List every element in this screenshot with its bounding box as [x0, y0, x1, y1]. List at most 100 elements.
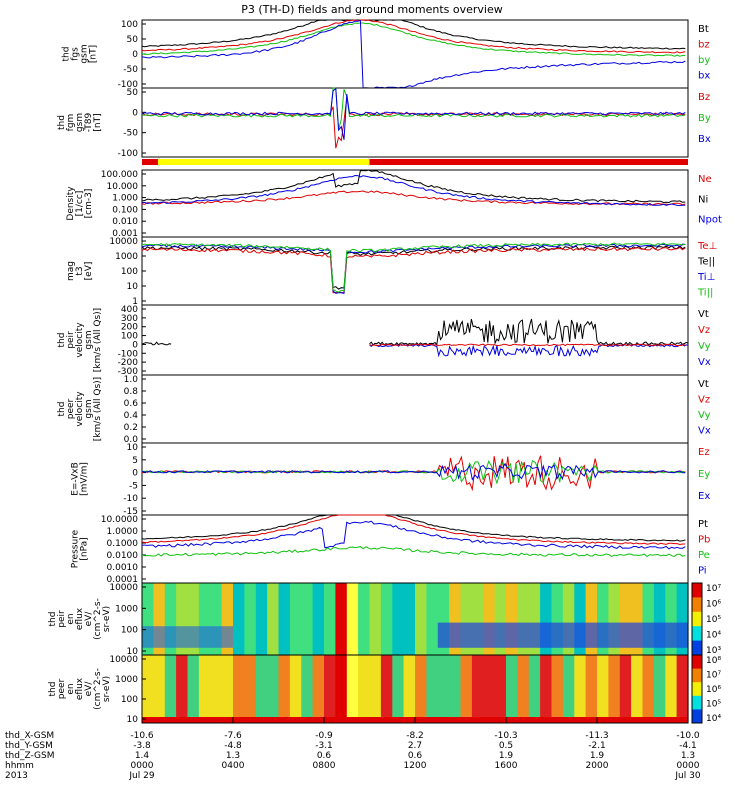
y-tick-label: 0: [132, 108, 138, 118]
trace-temp-1: [141, 246, 686, 294]
y-tick-label: 10: [127, 282, 139, 292]
spectrogram-cell: [335, 583, 348, 655]
spectrogram-cell: [528, 655, 541, 723]
x-value-label: -8.2: [406, 731, 424, 741]
y-tick-label: -100: [118, 149, 139, 159]
trace-fgm-0: [141, 97, 686, 149]
spectrogram-cell: [392, 583, 405, 655]
legend-bx: bx: [698, 71, 710, 82]
panel-frame: [141, 374, 689, 444]
year-label: 2013: [5, 771, 28, 781]
spectrogram-cell: [267, 655, 280, 723]
legend-Ey: Ey: [698, 469, 710, 480]
trace-fgs-1: [141, 19, 686, 54]
panel-pressure: 10.0000 1.0000 0.1000 0.0100 0.0010 0.0001 Pre…: [71, 514, 710, 585]
spectrogram-cell: [380, 583, 393, 655]
spectrogram-cell: [608, 655, 621, 723]
legend-bz: bz: [698, 40, 710, 51]
colorbar-segment: [692, 695, 702, 710]
trace-vz: [369, 343, 686, 347]
trace-density-2: [141, 174, 686, 207]
panel-peer_spec: 10000 1000 100 10 thdpeerenefluxeV/(cm^2-s-s…: [48, 654, 721, 725]
y-axis-label: Density[1/cc][cm-3]: [66, 186, 94, 221]
y-tick-label: -300: [118, 367, 139, 377]
spectrogram-cell: [324, 655, 336, 723]
y-tick-label: 200: [121, 323, 138, 333]
spectrogram-cell: [665, 655, 678, 723]
panel-fgs: 100 50 0 -50 -100 thdfgsgsm[nT] Bt bz by bx: [62, 19, 710, 90]
spectrogram-cell: [153, 655, 166, 723]
y-tick-label: 50: [127, 88, 139, 98]
spectrogram-cell: [653, 655, 666, 723]
colorbar-label: 10⁸: [706, 656, 721, 666]
spectrogram-cell: [198, 655, 211, 723]
y-tick-label: 0.010: [112, 217, 138, 227]
y-tick-label: 100: [121, 695, 138, 705]
legend-Vz: Vz: [698, 395, 710, 406]
spectrogram-cell: [619, 655, 632, 723]
spectrogram-cell: [585, 655, 598, 723]
x-value-label: 0.5: [499, 741, 513, 751]
x-value-label: 1200: [404, 761, 427, 771]
trace-fgs-3: [141, 19, 686, 89]
legend-Vt: Vt: [698, 379, 709, 390]
y-tick-label: 10.000: [107, 182, 139, 192]
panel-efield: 10 5 0 -5 -10 -15 E=-VxB[mV/m] Ez Ey Ex: [71, 442, 710, 517]
legend-Ti⊥: Ti⊥: [697, 272, 715, 283]
y-tick-label: 1.000: [112, 194, 138, 204]
spectrogram-cell: [301, 583, 314, 655]
y-tick-label: 100: [121, 20, 138, 30]
colorbar-label: 10⁴: [706, 631, 721, 641]
y-tick-label: 1.0000: [107, 527, 139, 537]
spectrogram-cell: [289, 583, 302, 655]
panel-frame: [141, 87, 689, 158]
x-value-label: 1.9: [590, 751, 605, 761]
y-tick-label: -100: [118, 349, 139, 359]
y-tick-label: -10: [123, 494, 138, 504]
spectrogram-cell: [233, 583, 245, 655]
spectrogram-cell: [460, 655, 473, 723]
spectrogram-band: [437, 622, 688, 648]
spectrogram-cell: [369, 655, 382, 723]
legend-Ti||: Ti||: [697, 288, 713, 299]
trace-fgs-2: [141, 22, 686, 57]
legend-Ex: Ex: [698, 491, 710, 502]
y-tick-label: 0.1000: [107, 539, 139, 549]
y-tick-label: 100: [121, 267, 138, 277]
y-tick-label: 10.0000: [101, 515, 138, 525]
trace-pressure-1: [141, 514, 686, 546]
legend-Vx: Vx: [698, 426, 711, 437]
x-value-label: 1.3: [681, 751, 695, 761]
y-axis-label: thdpeirvelocitygsm[km/s (All Qs)]: [57, 308, 103, 372]
y-tick-label: 10: [127, 647, 139, 657]
x-row-label: thd_Y-GSM: [5, 741, 53, 751]
x-value-label: 1.9: [499, 751, 514, 761]
x-row-label: hhmm: [5, 761, 34, 771]
panel-frame: [141, 442, 689, 516]
spectrogram-cell: [244, 655, 257, 723]
colorbar-label: 10⁴: [706, 714, 721, 724]
colorbar-label: 10⁶: [706, 685, 721, 695]
spectrogram-cell: [142, 655, 154, 723]
spectrogram-cell: [551, 655, 564, 723]
panel-frame: [141, 304, 689, 376]
y-tick-label: 0.8: [124, 387, 139, 397]
y-tick-label: 50: [127, 35, 139, 45]
start-date-label: Jul 29: [128, 771, 154, 781]
spectrogram-cell: [506, 655, 518, 723]
spectrogram-cell: [449, 655, 462, 723]
y-tick-label: -5: [129, 481, 138, 491]
legend-by: by: [698, 55, 710, 66]
status-bar-red: [142, 159, 688, 165]
spectrogram-cell: [244, 583, 257, 655]
panel-temp: 10000 1000 100 10 1 magt3[eV] Te⊥ Te|| Ti⊥ Ti||: [66, 236, 717, 307]
x-value-label: -10.0: [676, 731, 700, 741]
trace-density-0: [141, 169, 686, 204]
spectrogram-cell: [301, 655, 314, 723]
x-value-label: -4.1: [679, 741, 697, 751]
trace-pressure-2: [141, 546, 686, 558]
spectrogram-cell: [335, 655, 348, 723]
legend-Ne: Ne: [698, 174, 712, 185]
y-tick-label: 10000: [109, 237, 138, 247]
spectrogram-cell: [471, 655, 484, 723]
